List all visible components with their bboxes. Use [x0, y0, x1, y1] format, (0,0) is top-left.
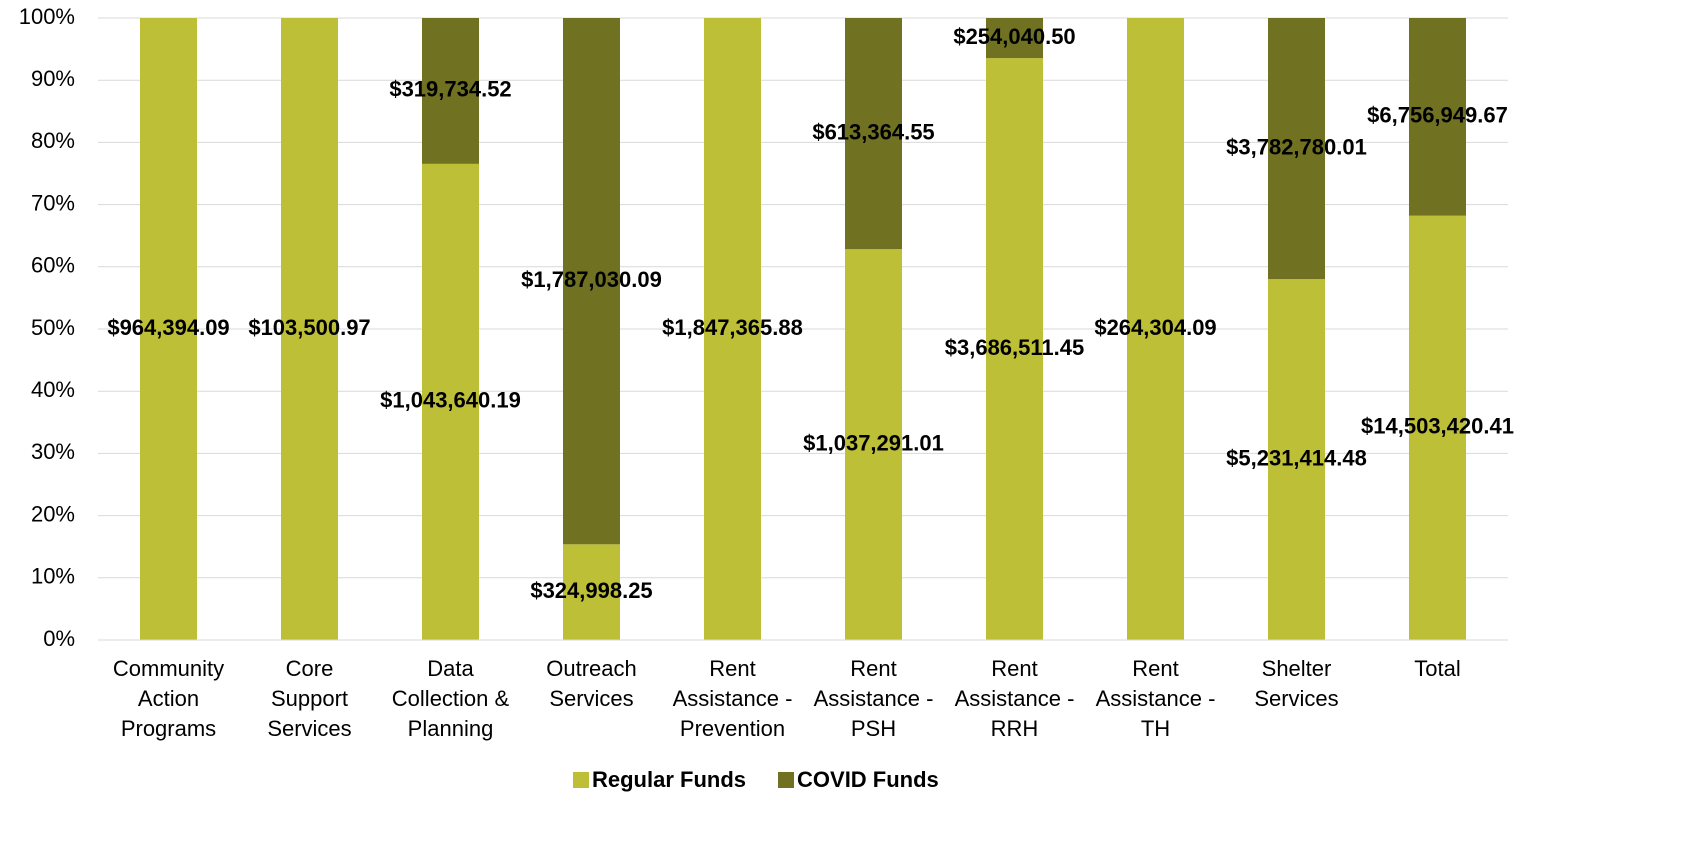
x-tick-label: Data Collection & Planning	[392, 656, 510, 741]
bar-segment	[563, 18, 620, 545]
legend-swatch	[573, 772, 589, 788]
bar-segment	[422, 163, 479, 640]
bar-segment	[986, 18, 1043, 59]
bar-segment	[1268, 279, 1325, 640]
y-tick-label: 10%	[31, 564, 75, 589]
x-tick-label: Shelter Services	[1254, 656, 1338, 711]
bar-segment	[422, 18, 479, 164]
bar-segment	[1409, 18, 1466, 216]
x-tick-label: Rent Assistance -PSH	[814, 656, 934, 741]
data-label: $6,756,949.67	[1367, 103, 1508, 128]
y-tick-label: 100%	[19, 4, 75, 29]
y-tick-label: 30%	[31, 439, 75, 464]
y-tick-label: 60%	[31, 253, 75, 278]
data-label: $1,847,365.88	[662, 315, 803, 340]
bar-segment	[704, 18, 761, 640]
bar-segment	[986, 58, 1043, 641]
x-tick-label: Community Action Programs	[113, 656, 224, 741]
data-label: $254,040.50	[953, 24, 1075, 49]
bar-segment	[1409, 215, 1466, 641]
data-label: $3,686,511.45	[945, 335, 1084, 360]
data-label: $14,503,420.41	[1361, 414, 1514, 439]
data-label: $264,304.09	[1094, 315, 1216, 340]
x-tick-label: Outreach Services	[546, 656, 637, 711]
data-label: $964,394.09	[107, 315, 229, 340]
y-tick-label: 80%	[31, 128, 75, 153]
x-tick-label: Rent Assistance -Prevention	[673, 656, 793, 741]
data-label: $324,998.25	[530, 578, 652, 603]
legend-label: COVID Funds	[797, 767, 939, 792]
data-label: $1,787,030.09	[521, 267, 662, 292]
data-label: $103,500.97	[248, 315, 370, 340]
x-tick-label: Core Support Services	[267, 656, 351, 741]
y-tick-label: 90%	[31, 66, 75, 91]
x-tick-label: Rent Assistance -TH	[1096, 656, 1216, 741]
data-label: $1,043,640.19	[380, 388, 521, 413]
y-tick-label: 0%	[43, 626, 75, 651]
bar-segment	[281, 18, 338, 640]
y-tick-label: 40%	[31, 377, 75, 402]
x-tick-label: Total	[1414, 656, 1460, 681]
y-tick-label: 20%	[31, 501, 75, 526]
bar-segment	[563, 544, 620, 640]
legend-swatch	[778, 772, 795, 788]
x-tick-label: Rent Assistance -RRH	[955, 656, 1075, 741]
bar-segment	[1268, 18, 1325, 280]
data-label: $1,037,291.01	[803, 430, 944, 455]
data-label: $319,734.52	[389, 77, 511, 102]
bar-segment	[845, 249, 902, 640]
y-tick-label: 50%	[31, 315, 75, 340]
bar-segment	[1127, 18, 1184, 640]
data-label: $3,782,780.01	[1226, 134, 1367, 159]
data-label: $5,231,414.48	[1226, 445, 1367, 470]
y-tick-label: 70%	[31, 190, 75, 215]
bar-segment	[140, 18, 197, 640]
legend: Regular Funds COVID Funds	[573, 767, 939, 792]
legend-label: Regular Funds	[592, 767, 746, 792]
data-label: $613,364.55	[812, 119, 934, 144]
bar-segment	[845, 18, 902, 250]
